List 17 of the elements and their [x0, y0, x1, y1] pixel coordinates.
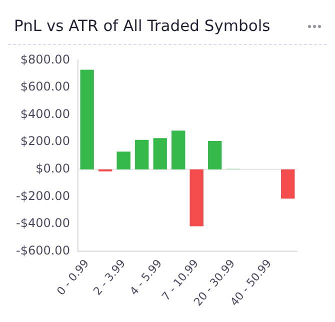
bar	[153, 138, 167, 170]
y-tick-label: $400.00	[20, 106, 70, 121]
bar	[80, 70, 94, 170]
bar	[208, 140, 222, 170]
bar	[190, 169, 204, 226]
y-tick-label: $0.00	[36, 162, 70, 176]
y-tick-label: $200.00	[20, 134, 70, 148]
bar	[116, 152, 130, 170]
y-tick-label: $600.00	[20, 80, 70, 94]
bar	[172, 130, 186, 170]
bar	[281, 169, 295, 199]
y-tick-label: $800.00	[20, 52, 70, 66]
y-tick-label: -$400.00	[16, 216, 70, 230]
y-tick-label: -$200.00	[16, 188, 70, 203]
y-tick-label: -$600.00	[16, 243, 70, 258]
chart-title: PnL vs ATR of All Traded Symbols	[14, 17, 270, 35]
bar	[134, 140, 149, 170]
